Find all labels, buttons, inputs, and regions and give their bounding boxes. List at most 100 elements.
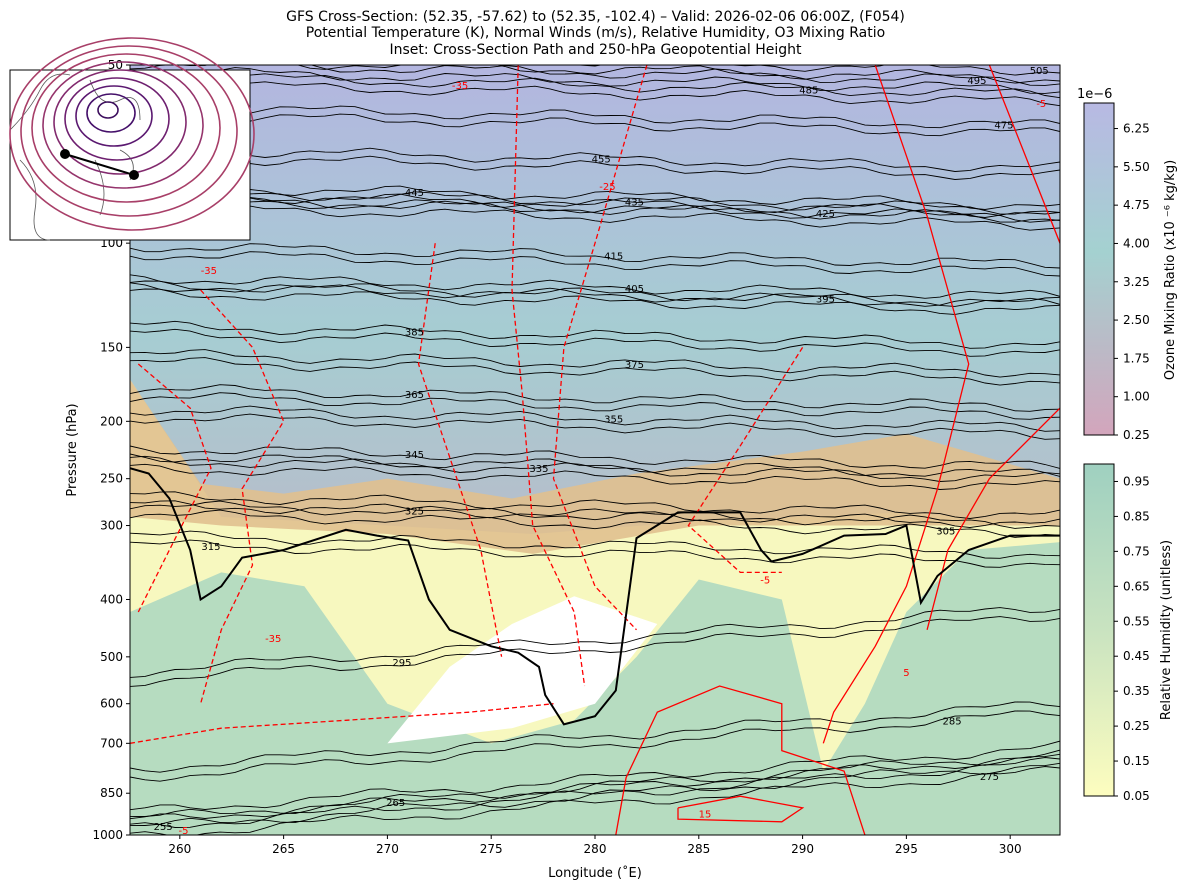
inset-path-start: [60, 149, 70, 159]
isentrope-label: 285: [943, 716, 962, 727]
isentrope-label: 385: [405, 327, 424, 338]
wind-contour-negative: [130, 703, 554, 744]
inset-height-contour: [42, 61, 204, 189]
rh-colorbar-tick-label: 0.35: [1123, 684, 1150, 698]
ozone-colorbar: [1083, 102, 1115, 436]
y-tick-label: 300: [100, 519, 123, 533]
y-tick-label: 400: [100, 592, 123, 606]
wind-label: -5: [1036, 99, 1046, 110]
wind-contour-negative: [552, 65, 648, 631]
isentrope-line: [130, 445, 1060, 469]
isentrope-line: [130, 453, 1060, 477]
isentrope-line: [130, 81, 1060, 107]
isentrope-label: 355: [604, 415, 623, 426]
ozone-colorbar-tick-label: 5.50: [1123, 160, 1150, 174]
isentrope-line: [130, 152, 1060, 180]
inset-height-contour: [86, 93, 136, 133]
isentrope-line: [130, 203, 1060, 231]
wind-label: -35: [265, 634, 281, 645]
y-tick-label: 200: [100, 414, 123, 428]
isentrope-line: [130, 749, 1060, 820]
isentrope-line: [130, 103, 1060, 129]
isentrope-line: [130, 463, 1060, 490]
inset-path-line: [64, 153, 135, 176]
inset-path-end: [129, 170, 139, 180]
wind-label: -35: [201, 266, 217, 277]
rh-dry-region: [387, 596, 658, 744]
isentrope-label: 505: [1030, 66, 1049, 77]
isentrope-line: [130, 710, 1060, 782]
isentrope-line: [130, 766, 1060, 835]
ozone-colorbar-tick-label: 0.25: [1123, 428, 1150, 442]
x-tick-label: 265: [272, 842, 295, 856]
isentrope-line: [130, 67, 1060, 94]
wind-label: -35: [452, 81, 468, 92]
inset-height-contour: [9, 37, 255, 231]
wind-label: -5: [179, 826, 189, 837]
isentrope-line: [130, 384, 1060, 412]
wind-contour-negative: [511, 65, 586, 687]
rh-colorbar-tick-label: 0.85: [1123, 509, 1150, 523]
isentrope-line: [130, 357, 1060, 386]
ozone-colorbar-label: Ozone Mixing Ratio (x10 ⁻⁶ kg/kg): [1163, 160, 1178, 380]
ozone-colorbar-tick-label: 6.25: [1123, 122, 1150, 136]
y-tick-label: 700: [100, 736, 123, 750]
x-tick-label: 280: [584, 842, 607, 856]
isentrope-label: 295: [392, 658, 411, 669]
isentrope-line: [130, 392, 1060, 420]
inset-height-contour: [75, 85, 153, 147]
x-axis-label: Longitude (˚E): [548, 865, 642, 881]
wind-contour-negative: [417, 243, 503, 657]
isentrope-label: 315: [201, 542, 220, 553]
rh-colorbar-tick-label: 0.25: [1123, 719, 1150, 733]
ozone-colorbar-offset: 1e−6: [1077, 87, 1112, 102]
wind-contour-negative: [687, 347, 804, 574]
isentrope-line: [130, 701, 1060, 773]
inset-height-contour: [53, 69, 187, 175]
isentrope-label: 335: [529, 464, 548, 475]
y-tick-label: 500: [100, 650, 123, 664]
isentrope-line: [130, 144, 1060, 172]
isentrope-label: 475: [994, 120, 1013, 131]
x-tick-label: 275: [480, 842, 503, 856]
isentrope-line: [130, 73, 1060, 99]
inset-map: [9, 37, 255, 241]
tropopause-ozone-band: [130, 379, 1060, 554]
isentrope-label: 305: [936, 527, 955, 538]
isentrope-label: 415: [604, 252, 623, 263]
ozone-colorbar-tick-label: 1.75: [1123, 351, 1150, 365]
y-tick-label: 1000: [92, 828, 123, 842]
isentrope-line: [130, 455, 1060, 482]
ozone-colorbar-tick-label: 1.00: [1123, 390, 1150, 404]
isentrope-label: 485: [799, 85, 818, 96]
y-axis-label: Pressure (hPa): [65, 403, 80, 496]
wind-label: 15: [699, 810, 712, 821]
isentrope-line: [130, 181, 1060, 210]
isentrope-line: [130, 500, 1060, 528]
isentrope-line: [130, 328, 1060, 357]
wind-contour-negative: [199, 289, 285, 704]
isentrope-line: [130, 282, 1060, 307]
inset-height-contour: [31, 53, 221, 203]
isentrope-line: [576, 65, 1060, 76]
isentrope-line: [296, 65, 1060, 84]
wind-contour-positive: [677, 795, 805, 823]
x-tick-label: 295: [895, 842, 918, 856]
x-tick-label: 260: [168, 842, 191, 856]
inset-height-contour: [97, 101, 119, 119]
ozone-colorbar-tick-label: 4.75: [1123, 198, 1150, 212]
rh-colorbar-tick-label: 0.05: [1123, 789, 1150, 803]
x-tick-label: 270: [376, 842, 399, 856]
wind-label: -5: [760, 575, 770, 586]
isentrope-label: 275: [980, 772, 999, 783]
isentrope-line: [130, 320, 1060, 349]
isentrope-line: [130, 274, 1060, 299]
rh-colorbar-label: Relative Humidity (unitless): [1159, 540, 1174, 720]
x-tick-label: 285: [687, 842, 710, 856]
wind-contour-positive: [615, 685, 866, 835]
wind-contour-negative: [137, 363, 212, 613]
x-tick-label: 300: [999, 842, 1022, 856]
isentrope-line: [130, 500, 1060, 529]
